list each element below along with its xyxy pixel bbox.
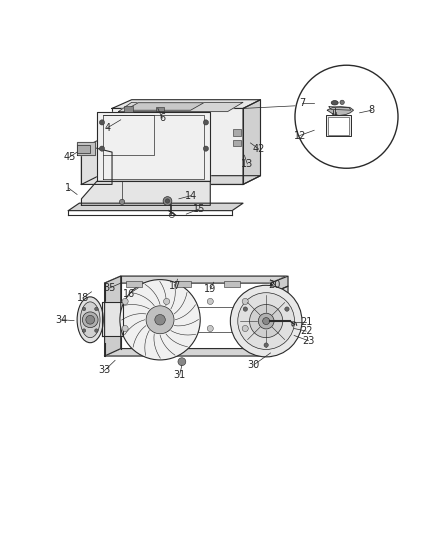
Polygon shape bbox=[97, 111, 210, 181]
Circle shape bbox=[165, 199, 170, 203]
Text: 1: 1 bbox=[65, 183, 71, 193]
Circle shape bbox=[122, 298, 128, 304]
Text: 30: 30 bbox=[248, 360, 260, 370]
Text: 19: 19 bbox=[204, 284, 216, 294]
Circle shape bbox=[295, 65, 398, 168]
Text: 18: 18 bbox=[77, 293, 89, 303]
Polygon shape bbox=[119, 102, 243, 111]
Polygon shape bbox=[81, 148, 112, 184]
Polygon shape bbox=[271, 333, 287, 350]
Text: 7: 7 bbox=[299, 98, 305, 108]
Circle shape bbox=[155, 314, 165, 325]
Circle shape bbox=[238, 293, 294, 350]
Polygon shape bbox=[77, 142, 95, 155]
Circle shape bbox=[242, 326, 248, 332]
Bar bbox=[233, 140, 241, 147]
Ellipse shape bbox=[331, 101, 338, 105]
Circle shape bbox=[146, 306, 174, 334]
Circle shape bbox=[99, 146, 105, 151]
Circle shape bbox=[120, 280, 200, 360]
Circle shape bbox=[242, 298, 248, 304]
Polygon shape bbox=[105, 349, 287, 356]
Bar bbox=[155, 107, 163, 111]
Polygon shape bbox=[112, 100, 261, 108]
Circle shape bbox=[207, 326, 213, 332]
Circle shape bbox=[203, 120, 208, 125]
Bar bbox=[328, 117, 349, 135]
Circle shape bbox=[120, 199, 125, 205]
Polygon shape bbox=[105, 276, 121, 356]
Circle shape bbox=[263, 318, 270, 325]
Circle shape bbox=[230, 285, 302, 357]
Circle shape bbox=[178, 358, 186, 366]
Bar bbox=[224, 281, 240, 287]
Text: 13: 13 bbox=[241, 159, 254, 169]
Text: 4: 4 bbox=[105, 123, 111, 133]
Polygon shape bbox=[81, 140, 99, 184]
Polygon shape bbox=[329, 107, 351, 110]
Polygon shape bbox=[105, 276, 287, 283]
Text: 17: 17 bbox=[169, 281, 181, 291]
Text: 15: 15 bbox=[193, 204, 205, 214]
Text: 8: 8 bbox=[369, 105, 375, 115]
Ellipse shape bbox=[77, 297, 103, 343]
Text: 35: 35 bbox=[104, 283, 116, 293]
Circle shape bbox=[163, 326, 170, 332]
Text: 33: 33 bbox=[99, 366, 111, 375]
Circle shape bbox=[250, 304, 283, 338]
Text: 45: 45 bbox=[64, 152, 76, 162]
Polygon shape bbox=[271, 276, 288, 294]
Circle shape bbox=[207, 298, 213, 304]
Bar bbox=[326, 116, 351, 136]
Circle shape bbox=[340, 100, 344, 104]
Text: 6: 6 bbox=[159, 113, 165, 123]
Ellipse shape bbox=[81, 302, 100, 338]
Circle shape bbox=[122, 326, 128, 332]
Polygon shape bbox=[327, 107, 353, 116]
Text: 14: 14 bbox=[184, 191, 197, 201]
Circle shape bbox=[243, 307, 247, 311]
Circle shape bbox=[86, 316, 95, 324]
Circle shape bbox=[95, 329, 98, 332]
Text: 42: 42 bbox=[252, 143, 265, 154]
Polygon shape bbox=[243, 100, 261, 184]
Polygon shape bbox=[81, 176, 261, 184]
Text: 12: 12 bbox=[293, 131, 306, 141]
Circle shape bbox=[82, 312, 98, 328]
Circle shape bbox=[258, 313, 274, 329]
Circle shape bbox=[82, 307, 86, 311]
Bar bbox=[126, 281, 142, 287]
Polygon shape bbox=[81, 181, 210, 205]
Text: 21: 21 bbox=[300, 317, 312, 327]
Polygon shape bbox=[125, 103, 204, 110]
Bar bbox=[233, 129, 241, 135]
Circle shape bbox=[285, 307, 289, 311]
Text: 23: 23 bbox=[302, 336, 314, 346]
Polygon shape bbox=[271, 286, 288, 341]
Circle shape bbox=[163, 197, 172, 205]
Text: 22: 22 bbox=[300, 326, 313, 336]
Circle shape bbox=[82, 329, 86, 332]
Circle shape bbox=[163, 298, 170, 304]
Bar bbox=[175, 281, 191, 287]
Polygon shape bbox=[102, 302, 123, 336]
Text: 20: 20 bbox=[268, 280, 281, 290]
Circle shape bbox=[203, 146, 208, 151]
Polygon shape bbox=[68, 203, 243, 211]
Circle shape bbox=[264, 343, 268, 348]
Text: 34: 34 bbox=[56, 315, 68, 325]
Polygon shape bbox=[112, 108, 243, 184]
Bar bbox=[77, 145, 90, 153]
Bar bbox=[124, 106, 134, 111]
Circle shape bbox=[99, 120, 105, 125]
Circle shape bbox=[95, 307, 98, 311]
Text: 31: 31 bbox=[173, 370, 186, 380]
Text: 16: 16 bbox=[124, 288, 136, 298]
